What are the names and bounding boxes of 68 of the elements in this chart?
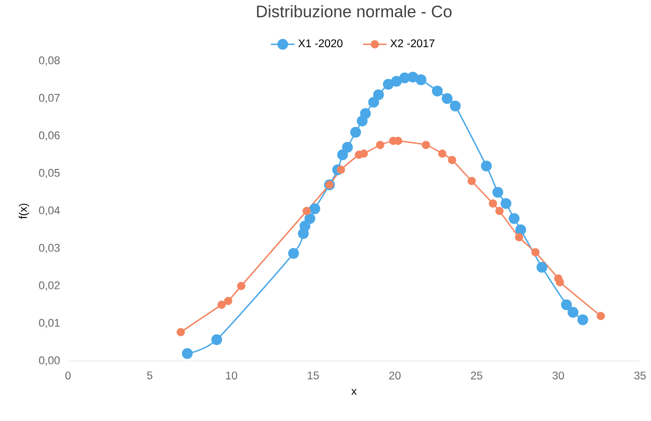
point bbox=[438, 149, 446, 158]
point bbox=[514, 233, 524, 242]
point bbox=[568, 306, 578, 318]
point bbox=[302, 206, 311, 216]
point bbox=[176, 328, 185, 336]
point bbox=[432, 86, 443, 96]
point bbox=[448, 156, 456, 164]
x-tick-label: 35 bbox=[634, 372, 646, 380]
x-tick-label: 20 bbox=[389, 372, 401, 380]
x-tick-label: 30 bbox=[552, 372, 564, 380]
point bbox=[304, 213, 316, 224]
point bbox=[531, 248, 540, 256]
x-tick-label: 15 bbox=[308, 372, 319, 380]
point bbox=[182, 348, 193, 359]
point bbox=[224, 296, 232, 306]
point bbox=[416, 74, 426, 86]
point bbox=[360, 108, 371, 119]
point bbox=[288, 248, 299, 259]
point bbox=[342, 142, 353, 153]
y-axis-title: f(x) bbox=[18, 204, 30, 219]
y-tick-label: 0,07 bbox=[39, 94, 60, 104]
chart-title: Distribuzione normale - Co bbox=[257, 5, 452, 18]
y-tick-label: 0,00 bbox=[39, 356, 60, 366]
point bbox=[237, 282, 246, 290]
point bbox=[391, 76, 402, 87]
point bbox=[561, 299, 572, 310]
point bbox=[492, 186, 504, 198]
point bbox=[217, 300, 226, 309]
y-tick-label: 0,03 bbox=[39, 244, 60, 254]
point bbox=[337, 149, 348, 160]
point bbox=[495, 206, 504, 216]
point bbox=[373, 89, 384, 100]
legend-label: X1 -2020 bbox=[298, 39, 342, 48]
point bbox=[382, 78, 394, 90]
x-axis-title: x bbox=[351, 388, 357, 395]
point bbox=[515, 224, 526, 236]
point bbox=[488, 199, 498, 208]
point bbox=[442, 93, 453, 104]
point bbox=[577, 314, 588, 326]
point bbox=[211, 334, 222, 346]
x-tick-label: 5 bbox=[147, 372, 152, 380]
legend-label: X2 -2017 bbox=[390, 39, 434, 48]
point bbox=[376, 140, 384, 150]
y-tick-label: 0,02 bbox=[39, 281, 60, 291]
y-tick-label: 0,04 bbox=[39, 206, 60, 216]
point bbox=[336, 166, 346, 174]
y-tick-label: 0,06 bbox=[39, 131, 60, 141]
x-tick-label: 10 bbox=[226, 372, 238, 380]
point bbox=[350, 126, 362, 138]
y-tick-label: 0,08 bbox=[39, 56, 60, 66]
y-tick-label: 0,05 bbox=[39, 168, 60, 178]
point bbox=[309, 203, 320, 214]
point bbox=[480, 160, 492, 172]
point bbox=[422, 140, 430, 150]
point bbox=[450, 100, 461, 112]
point bbox=[596, 312, 605, 320]
x-tick-label: 0 bbox=[65, 372, 71, 380]
point bbox=[508, 213, 520, 224]
point bbox=[556, 278, 564, 286]
point bbox=[468, 176, 476, 186]
point bbox=[360, 149, 368, 158]
y-tick-label: 0,01 bbox=[39, 318, 60, 328]
x-tick-label: 25 bbox=[470, 372, 482, 380]
point bbox=[407, 72, 418, 83]
point bbox=[536, 262, 548, 273]
point bbox=[500, 198, 512, 209]
point bbox=[368, 96, 380, 108]
point bbox=[300, 220, 310, 232]
